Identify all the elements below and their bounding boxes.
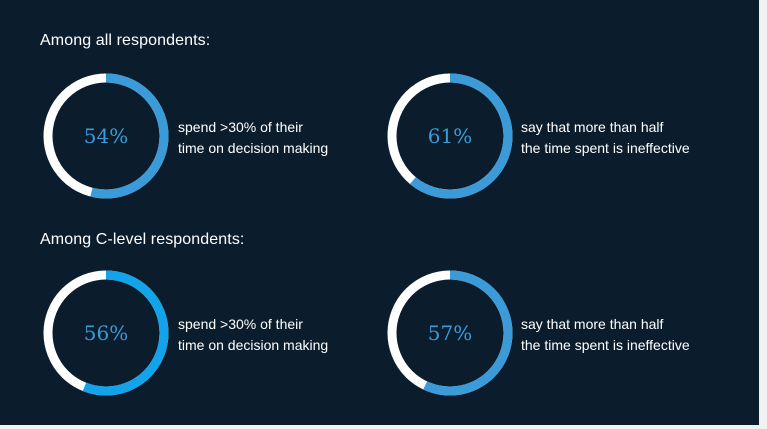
caption-line: spend >30% of their (178, 119, 303, 135)
donut-chart-c-level-ineffective: 57% (384, 267, 516, 399)
caption-line: say that more than half (521, 316, 664, 332)
donut-value-label: 56% (84, 321, 128, 345)
donut-value-label: 61% (428, 124, 472, 148)
caption-line: the time spent is ineffective (521, 140, 690, 156)
caption-c-level-decision-time: spend >30% of their time on decision mak… (178, 314, 378, 356)
donut-value-arc (387, 270, 513, 396)
caption-all-decision-time: spend >30% of their time on decision mak… (178, 117, 378, 159)
donut-value-label: 57% (428, 321, 472, 345)
caption-line: time on decision making (178, 140, 329, 156)
donut-svg: 54% (43, 73, 169, 199)
donut-chart-c-level-decision-time: 56% (40, 267, 172, 399)
section-heading-all: Among all respondents: (40, 32, 211, 49)
caption-line: the time spent is ineffective (521, 337, 690, 353)
donut-svg: 56% (43, 270, 169, 396)
caption-c-level-ineffective: say that more than half the time spent i… (521, 314, 721, 356)
bottom-edge-strip (0, 425, 767, 429)
caption-line: say that more than half (521, 119, 664, 135)
donut-chart-all-ineffective: 61% (384, 70, 516, 202)
section-heading-c-level: Among C-level respondents: (40, 231, 245, 248)
donut-value-label: 54% (84, 124, 128, 148)
donut-value-arc (43, 73, 169, 199)
caption-all-ineffective: say that more than half the time spent i… (521, 117, 721, 159)
caption-line: spend >30% of their (178, 316, 303, 332)
donut-svg: 57% (387, 270, 513, 396)
donut-chart-all-decision-time: 54% (40, 70, 172, 202)
donut-value-arc (387, 73, 513, 199)
donut-svg: 61% (387, 73, 513, 199)
donut-value-arc (43, 270, 169, 396)
right-edge-strip (759, 0, 767, 429)
caption-line: time on decision making (178, 337, 329, 353)
